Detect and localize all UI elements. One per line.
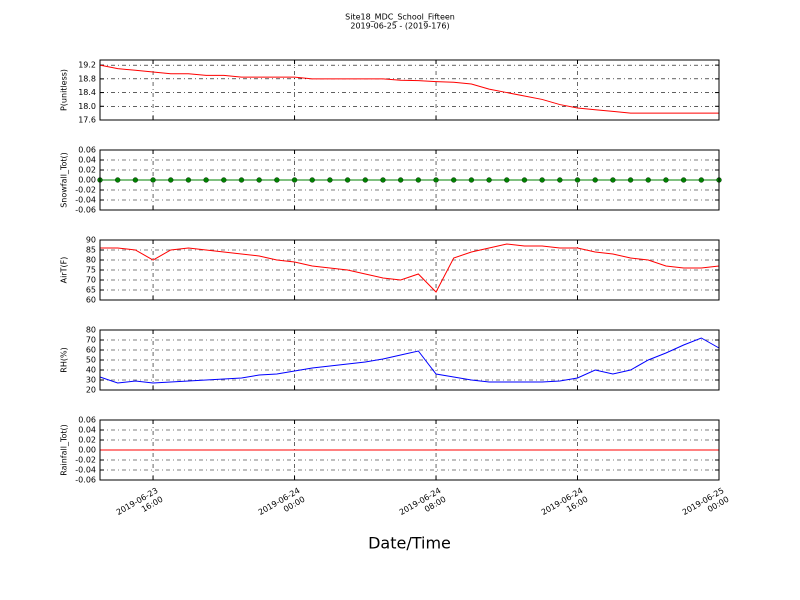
y-tick-label: 30 — [86, 376, 96, 385]
data-point — [132, 177, 139, 183]
plot-frame — [99, 419, 720, 481]
y-axis-label: P(unitless) — [60, 69, 69, 111]
data-point — [557, 177, 563, 183]
y-tick-label: 60 — [86, 346, 96, 355]
data-point — [645, 177, 651, 183]
data-point — [380, 177, 386, 183]
y-tick-label: 0.00 — [78, 446, 96, 455]
y-tick-label: -0.02 — [75, 456, 96, 465]
y-tick-label: 90 — [86, 236, 96, 245]
y-axis-label: AirT(F) — [60, 257, 69, 284]
y-tick-label: 0.06 — [78, 146, 96, 155]
plot-frame — [99, 239, 720, 301]
y-tick-label: 70 — [86, 336, 96, 345]
y-tick-label: 80 — [86, 256, 96, 265]
y-tick-label: 18.0 — [78, 102, 96, 111]
y-tick-label: 85 — [86, 246, 96, 255]
data-line — [99, 64, 719, 114]
data-point — [362, 177, 368, 183]
data-point — [221, 177, 227, 183]
plot-frame — [99, 149, 720, 211]
data-point — [468, 177, 475, 183]
y-tick-label: 50 — [86, 356, 96, 365]
y-tick-label: 40 — [86, 366, 96, 375]
data-point — [486, 177, 492, 183]
data-point — [115, 177, 121, 183]
y-tick-label: 60 — [86, 296, 96, 305]
y-tick-label: 19.2 — [78, 61, 96, 70]
y-axis-label: Snowfall_Tot() — [60, 152, 69, 208]
data-point — [291, 177, 298, 183]
data-point — [521, 177, 528, 183]
data-point — [168, 177, 174, 183]
data-point — [610, 177, 616, 183]
y-tick-label: 65 — [86, 286, 96, 295]
y-tick-label: 17.6 — [78, 116, 96, 125]
data-line — [99, 337, 720, 384]
y-tick-label: 0.04 — [78, 156, 96, 165]
chart-subtitle: 2019-06-25 - (2019-176) — [350, 22, 449, 31]
data-point — [663, 177, 669, 183]
chart-title: Site18_MDC_School_Fifteen — [345, 13, 455, 22]
data-point — [274, 177, 280, 183]
y-tick-label: 0.06 — [78, 416, 96, 425]
y-tick-label: -0.04 — [75, 466, 96, 475]
data-line — [100, 243, 720, 293]
y-tick-label: -0.06 — [75, 476, 96, 485]
data-point — [698, 177, 704, 183]
x-axis-label: Date/Time — [368, 534, 451, 553]
y-tick-label: 18.8 — [78, 74, 96, 83]
data-point — [592, 177, 598, 183]
data-point — [433, 177, 439, 183]
data-point — [539, 177, 545, 183]
data-point — [504, 177, 510, 183]
data-point — [344, 177, 351, 183]
plot-frame — [99, 329, 720, 391]
y-tick-label: 70 — [86, 276, 96, 285]
y-tick-label: 0.02 — [78, 166, 96, 175]
data-point — [256, 177, 262, 183]
y-axis-label: RH(%) — [60, 347, 69, 372]
data-point — [150, 177, 156, 183]
y-tick-label: 75 — [86, 266, 96, 275]
y-tick-label: 0.00 — [78, 176, 96, 185]
y-tick-label: -0.02 — [75, 186, 96, 195]
data-point — [680, 177, 687, 183]
data-point — [238, 177, 245, 183]
data-point — [574, 177, 581, 183]
y-tick-label: -0.04 — [75, 196, 96, 205]
y-tick-label: -0.06 — [75, 206, 96, 215]
data-point — [203, 177, 209, 183]
y-tick-label: 20 — [86, 386, 96, 395]
data-point — [309, 177, 315, 183]
y-tick-label: 0.02 — [78, 436, 96, 445]
plot-frame — [99, 59, 720, 121]
data-point — [185, 177, 192, 183]
data-point — [327, 177, 333, 183]
data-point — [415, 177, 421, 183]
y-axis-label: Rainfall_Tot() — [60, 424, 69, 476]
data-point — [627, 177, 634, 183]
y-tick-label: 0.04 — [78, 426, 96, 435]
data-point — [451, 177, 457, 183]
y-tick-label: 18.4 — [78, 88, 96, 97]
y-tick-label: 80 — [86, 326, 96, 335]
data-point — [398, 177, 404, 183]
